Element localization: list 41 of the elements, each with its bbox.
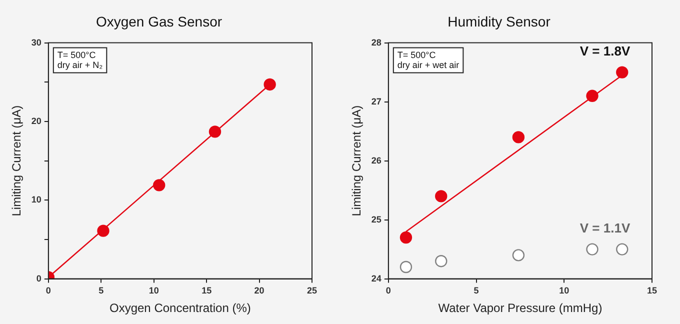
- x-tick-label: 5: [474, 286, 479, 296]
- point: [435, 255, 448, 268]
- annotation: dry air + wet air: [397, 60, 460, 70]
- series-label: V = 1.8V: [580, 43, 630, 58]
- x-tick-label: 10: [148, 286, 159, 296]
- x-tick-label: 0: [386, 286, 391, 296]
- y-tick-label: 20: [31, 116, 42, 126]
- y-tick-label: 28: [371, 37, 382, 48]
- y-tick-label: 24: [371, 273, 382, 284]
- y-tick-label: 25: [371, 214, 382, 224]
- x-tick-label: 25: [306, 286, 318, 296]
- chart-title: Oxygen Gas Sensor: [96, 13, 222, 30]
- y-tick-label: 10: [31, 194, 42, 205]
- annotation: dry air + N₂: [57, 60, 104, 70]
- x-tick-label: 20: [254, 286, 264, 296]
- point: [512, 131, 525, 144]
- point: [512, 249, 525, 262]
- point: [264, 78, 276, 91]
- chart-title: Humidity Sensor: [448, 13, 551, 30]
- y-axis-title: Limiting Current (μA): [10, 105, 24, 216]
- annotation: T= 500°C: [57, 50, 96, 60]
- annotation: T= 500°C: [397, 50, 436, 60]
- y-axis-title: Limiting Current (μA): [350, 105, 364, 216]
- y-tick-label: 0: [36, 273, 42, 284]
- x-tick-label: 15: [646, 286, 658, 296]
- point: [616, 66, 628, 78]
- point: [400, 260, 412, 274]
- point: [400, 231, 412, 244]
- x-tick-label: 10: [559, 286, 570, 296]
- series-label: V = 1.1V: [580, 220, 630, 236]
- y-tick-label: 26: [371, 155, 382, 166]
- x-axis-title: Oxygen Concentration (%): [110, 301, 251, 316]
- x-tick-label: 15: [202, 286, 212, 296]
- y-tick-label: 30: [31, 37, 42, 48]
- y-tick-label: 27: [371, 96, 382, 106]
- point: [586, 243, 598, 256]
- point: [616, 243, 628, 256]
- point: [435, 190, 448, 202]
- x-axis-title: Water Vapor Pressure (mmHg): [438, 301, 602, 316]
- x-tick-label: 5: [98, 286, 104, 296]
- x-tick-label: 0: [46, 286, 51, 296]
